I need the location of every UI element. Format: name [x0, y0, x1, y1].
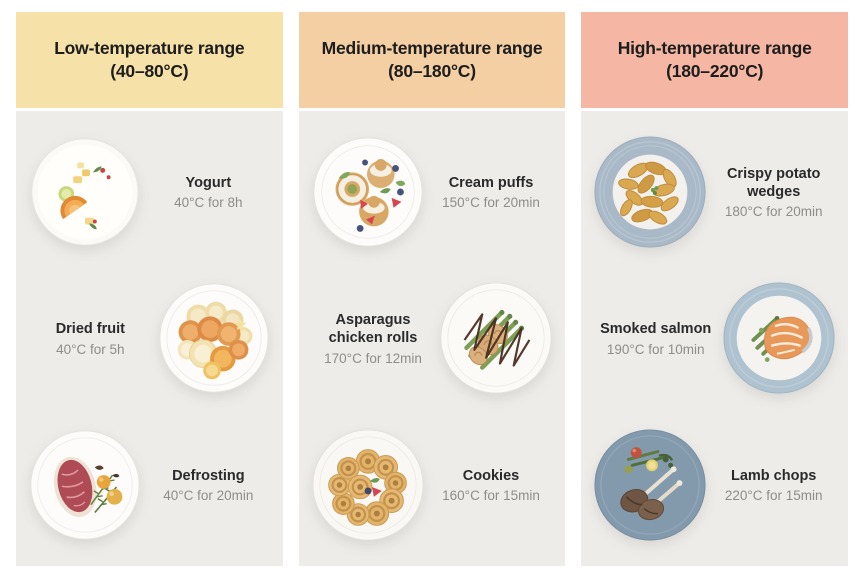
column-header-medium: Medium-temperature range (80–180°C)	[298, 12, 566, 108]
column-body-high: Crispy potato wedges 180°C for 20min	[581, 111, 849, 566]
food-detail: 150°C for 20min	[442, 195, 540, 211]
column-header-high: High-temperature range (180–220°C)	[581, 12, 849, 108]
food-name: Defrosting	[172, 467, 245, 484]
food-detail: 40°C for 8h	[174, 195, 243, 211]
column-title-line1: Medium-temperature range	[321, 37, 543, 58]
food-name: Asparagus chicken rolls	[328, 312, 418, 347]
food-name: Crispy potato wedges	[726, 166, 821, 201]
column-title-line2: (180–220°C)	[666, 61, 764, 81]
food-label: Smoked salmon 190°C for 10min	[591, 320, 720, 356]
food-name: Smoked salmon	[600, 321, 712, 338]
food-detail: 170°C for 12min	[324, 350, 422, 366]
food-detail: 160°C for 15min	[442, 487, 540, 503]
dried-fruit-plate-image	[155, 279, 273, 397]
yogurt-plate-image	[26, 133, 144, 251]
smoked-salmon-plate-image	[720, 279, 838, 397]
defrosting-steak-plate-image	[26, 426, 144, 544]
column-body-low: Yogurt 40°C for 8h	[16, 111, 283, 566]
asparagus-chicken-rolls-plate-image	[437, 279, 555, 397]
food-name: Dried fruit	[55, 321, 125, 338]
food-label: Cookies 160°C for 15min	[427, 467, 556, 503]
food-item-asparagus-chicken-rolls: Asparagus chicken rolls 170°C for 12min	[303, 279, 562, 397]
food-label: Defrosting 40°C for 20min	[144, 467, 273, 503]
column-header-low: Low-temperature range (40–80°C)	[16, 12, 283, 108]
lamb-chops-plate-image	[591, 426, 709, 544]
cookies-plate-image	[309, 426, 427, 544]
column-title-line2: (80–180°C)	[388, 61, 476, 81]
food-name: Cookies	[462, 467, 520, 484]
temperature-column-high: High-temperature range (180–220°C)	[581, 12, 849, 566]
food-item-dried-fruit: Dried fruit 40°C for 5h	[20, 279, 279, 397]
cream-puffs-plate-image	[309, 133, 427, 251]
food-item-lamb-chops: Lamb chops 220°C for 15min	[585, 426, 844, 544]
temperature-column-medium: Medium-temperature range (80–180°C)	[298, 12, 566, 566]
column-body-medium: Cream puffs 150°C for 20min	[298, 111, 566, 566]
food-item-cream-puffs: Cream puffs 150°C for 20min	[303, 133, 562, 251]
food-item-yogurt: Yogurt 40°C for 8h	[20, 133, 279, 251]
food-item-potato-wedges: Crispy potato wedges 180°C for 20min	[585, 133, 844, 251]
food-label: Cream puffs 150°C for 20min	[427, 174, 556, 210]
food-name: Yogurt	[185, 175, 232, 192]
food-label: Asparagus chicken rolls 170°C for 12min	[309, 311, 438, 365]
food-label: Crispy potato wedges 180°C for 20min	[709, 165, 838, 219]
food-item-defrosting: Defrosting 40°C for 20min	[20, 426, 279, 544]
temperature-column-low: Low-temperature range (40–80°C)	[16, 12, 283, 566]
food-label: Yogurt 40°C for 8h	[144, 174, 273, 210]
potato-wedges-plate-image	[591, 133, 709, 251]
column-title-line2: (40–80°C)	[110, 61, 189, 81]
food-detail: 40°C for 20min	[163, 487, 254, 503]
food-detail: 190°C for 10min	[606, 341, 705, 357]
food-detail: 220°C for 15min	[724, 487, 823, 503]
column-title-line1: High-temperature range	[617, 37, 812, 58]
column-title-line1: Low-temperature range	[54, 37, 245, 58]
food-item-smoked-salmon: Smoked salmon 190°C for 10min	[585, 279, 844, 397]
food-detail: 180°C for 20min	[724, 204, 823, 220]
food-detail: 40°C for 5h	[56, 341, 125, 357]
food-label: Dried fruit 40°C for 5h	[26, 320, 155, 356]
food-label: Lamb chops 220°C for 15min	[709, 467, 838, 503]
food-name: Cream puffs	[448, 175, 534, 192]
food-name: Lamb chops	[730, 467, 817, 484]
food-item-cookies: Cookies 160°C for 15min	[303, 426, 562, 544]
